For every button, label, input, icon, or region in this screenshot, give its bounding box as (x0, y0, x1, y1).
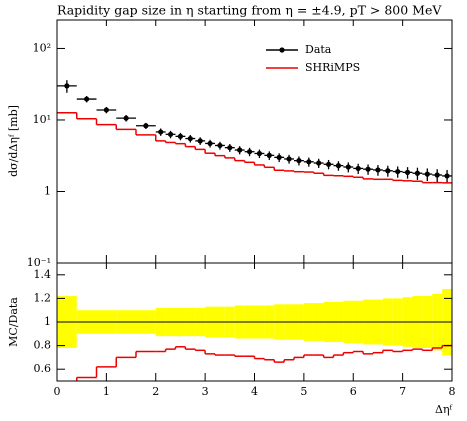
data-point (404, 169, 411, 175)
data-point (158, 129, 164, 135)
chart-title: Rapidity gap size in η starting from η =… (57, 3, 442, 18)
data-point (227, 145, 233, 151)
data-point (187, 135, 193, 142)
y-tick-label: 1.2 (34, 291, 52, 304)
data-point (375, 167, 381, 173)
data-point (306, 159, 312, 165)
x-tick-label: 1 (103, 385, 110, 398)
x-tick-label: 0 (54, 385, 61, 398)
x-tick-label: 6 (350, 385, 357, 398)
data-point (217, 142, 223, 149)
data-point (197, 138, 203, 144)
x-axis-label: Δηᶠ (435, 403, 453, 416)
y-tick-label: 10⁻¹ (27, 256, 51, 269)
data-point (296, 158, 302, 164)
y-tick-label: 0.8 (34, 339, 52, 352)
x-tick-label: 8 (449, 385, 456, 398)
data-point (103, 107, 109, 113)
data-point (385, 168, 391, 174)
x-tick-label: 2 (152, 385, 159, 398)
data-point (143, 123, 149, 129)
top-plot (57, 80, 452, 184)
axes: 10² 10¹ 1 10⁻¹ Data SHRiMPS 0.6 0.8 1 1.2 1.4 0 1 2 3 4… (27, 19, 456, 398)
data-point (325, 161, 332, 167)
y-tick-label: 10¹ (33, 113, 51, 126)
data-point (266, 152, 272, 158)
legend-label: Data (305, 43, 332, 56)
data-point (64, 83, 70, 89)
y-axis-label: dσ/dΔηᶠ [mb] (7, 105, 20, 177)
x-tick-label: 5 (300, 385, 307, 398)
data-point (286, 156, 292, 162)
data-point (246, 149, 253, 155)
data-point (256, 150, 263, 157)
data-point (237, 147, 243, 153)
y-tick-label: 1 (44, 184, 51, 197)
data-point (167, 131, 174, 137)
data-point (335, 163, 342, 169)
data-point (414, 170, 421, 176)
data-point (207, 140, 213, 147)
data-point (276, 154, 282, 160)
data-point (123, 115, 129, 121)
x-tick-label: 4 (251, 385, 258, 398)
data-point (355, 165, 361, 172)
y-tick-label: 10² (33, 41, 51, 54)
data-point (84, 96, 90, 102)
plot-frame (56, 19, 453, 264)
legend-label: SHRiMPS (305, 61, 360, 74)
x-tick-label: 3 (202, 385, 209, 398)
data-point (177, 133, 184, 139)
legend-marker (279, 47, 285, 53)
data-point (434, 172, 440, 178)
data-point (365, 166, 371, 172)
y-tick-label: 1 (44, 315, 51, 328)
y-tick-label: 1.4 (34, 268, 52, 281)
y-tick-label: 0.6 (34, 362, 52, 375)
data-point (444, 173, 450, 179)
data-point (316, 160, 322, 166)
data-point (424, 171, 430, 177)
data-point (395, 168, 401, 175)
x-tick-label: 7 (399, 385, 406, 398)
ratio-y-axis-label: MC/Data (7, 297, 20, 347)
ratio-plot (57, 288, 452, 381)
data-point (345, 164, 351, 170)
